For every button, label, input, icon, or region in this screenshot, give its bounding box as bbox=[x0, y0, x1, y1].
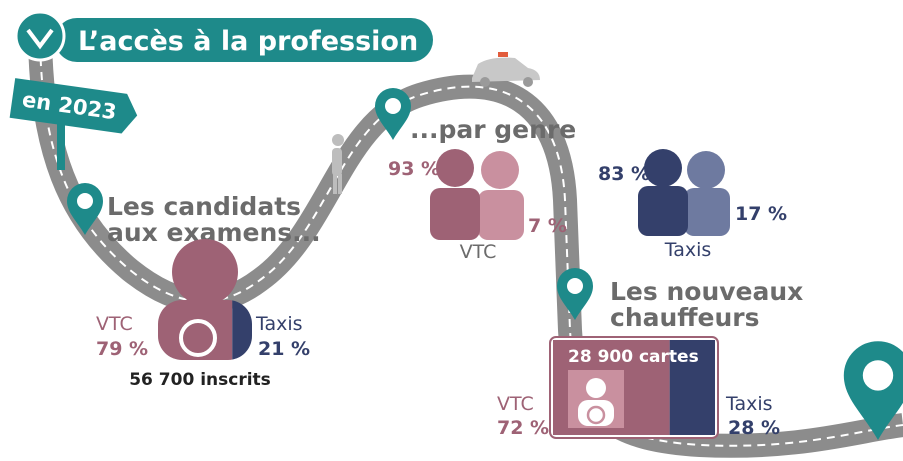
gender-vtc-icons bbox=[430, 149, 524, 240]
walker bbox=[332, 134, 344, 194]
vtc-value: 72 % bbox=[497, 417, 549, 439]
vtc-label: VTC bbox=[497, 393, 534, 415]
steering-wheel bbox=[179, 319, 217, 357]
vtc-share bbox=[158, 300, 233, 360]
group-label: Taxis bbox=[664, 239, 712, 261]
vtc-label: VTC bbox=[96, 313, 133, 335]
title-banner bbox=[55, 18, 433, 62]
taxis-label: Taxis bbox=[725, 393, 773, 415]
taxis-share bbox=[232, 300, 252, 360]
total: 56 700 inscrits bbox=[129, 370, 271, 390]
title: L’accès à la profession bbox=[78, 26, 418, 57]
women-share: 7 % bbox=[528, 215, 567, 237]
card-photo bbox=[568, 370, 624, 428]
women-share: 17 % bbox=[735, 203, 787, 225]
card-total: 28 900 cartes bbox=[568, 347, 699, 367]
section-title: ...par genre bbox=[410, 115, 576, 144]
men-share: 93 % bbox=[388, 158, 440, 180]
gender-taxis-icons bbox=[638, 149, 730, 236]
taxis-share bbox=[669, 340, 715, 435]
start-pin bbox=[14, 10, 66, 62]
person-head bbox=[172, 239, 238, 305]
sign-post bbox=[57, 120, 65, 170]
men-share: 83 % bbox=[598, 163, 650, 185]
section-title: Les candidats bbox=[107, 192, 301, 221]
taxis-value: 21 % bbox=[258, 338, 310, 360]
taxis-label: Taxis bbox=[255, 313, 303, 335]
taxis-value: 28 % bbox=[728, 417, 780, 439]
vtc-value: 79 % bbox=[96, 338, 148, 360]
section-title: chauffeurs bbox=[610, 303, 760, 332]
start-mark bbox=[26, 28, 54, 50]
group-label: VTC bbox=[460, 241, 497, 263]
section-title: Les nouveaux bbox=[610, 277, 803, 306]
sign: en 2023 bbox=[9, 78, 138, 134]
road bbox=[28, 29, 903, 458]
car bbox=[472, 52, 540, 87]
